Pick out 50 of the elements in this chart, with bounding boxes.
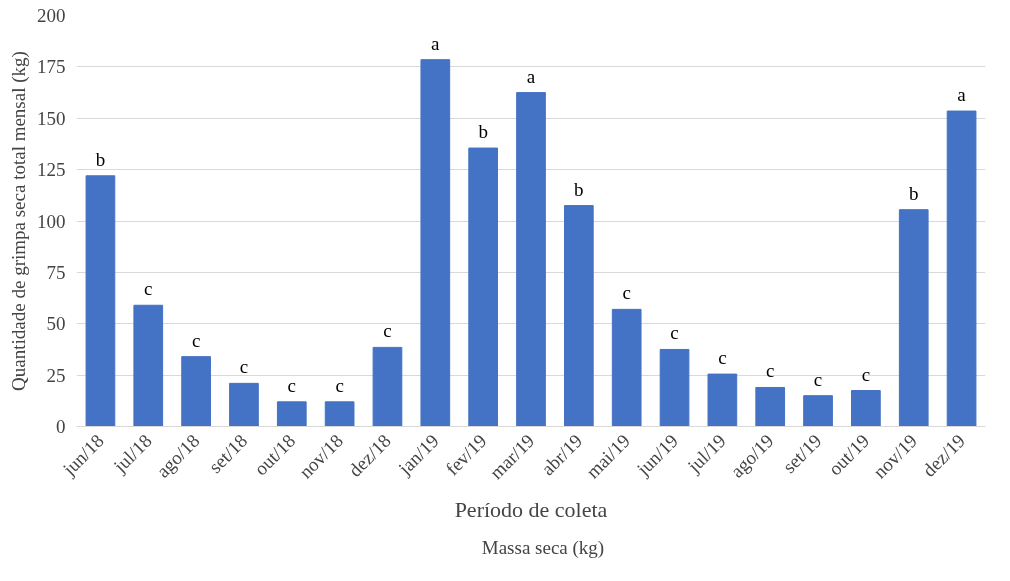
annotation: b (574, 178, 584, 200)
y-tick-label: 200 (37, 5, 66, 26)
bar (420, 59, 451, 427)
x-axis-title: Período de coleta (454, 497, 608, 523)
annotation: c (287, 374, 297, 396)
bar (229, 382, 259, 427)
y-tick-label: 100 (37, 210, 66, 232)
y-axis-title: Quantidade de grimpa seca total mensal (kg) (7, 51, 30, 391)
annotation: c (383, 320, 392, 342)
y-tick-label: 25 (46, 364, 66, 386)
y-tick-label: 75 (46, 261, 66, 283)
bar (851, 390, 881, 427)
bar (946, 110, 977, 427)
bar (324, 401, 355, 427)
bar (563, 205, 594, 427)
annotation: a (957, 84, 967, 106)
annotation: c (239, 356, 249, 378)
bar (803, 395, 833, 427)
y-tick-label: 0 (56, 416, 66, 437)
y-tick-label: 50 (46, 313, 66, 335)
annotation: b (95, 148, 106, 170)
bar (755, 386, 786, 427)
annotation: b (908, 182, 919, 204)
annotation: c (813, 368, 823, 390)
text: Massa seca (kg) (481, 536, 605, 559)
annotation: c (718, 347, 727, 369)
bar (133, 304, 164, 427)
bar (611, 308, 642, 427)
bar (659, 348, 690, 427)
y-tick-label: 125 (37, 159, 66, 181)
bar (181, 356, 211, 427)
annotation: c (622, 282, 631, 304)
annotation: c (144, 278, 153, 300)
bar (707, 373, 738, 427)
bar (516, 92, 546, 427)
annotation: c (191, 329, 201, 351)
annotation: c (335, 374, 344, 396)
annotation: c (670, 322, 679, 344)
y-tick-label: 150 (37, 107, 66, 129)
annotation: b (478, 121, 488, 143)
annotation: c (765, 360, 775, 382)
bar (276, 401, 307, 427)
annotation: c (861, 363, 871, 385)
annotation: a (526, 65, 536, 87)
bar (85, 175, 116, 427)
annotation: a (431, 32, 441, 54)
y-tick-label: 175 (37, 56, 66, 78)
bar (468, 147, 499, 427)
bar (372, 346, 403, 427)
bar (898, 209, 929, 427)
